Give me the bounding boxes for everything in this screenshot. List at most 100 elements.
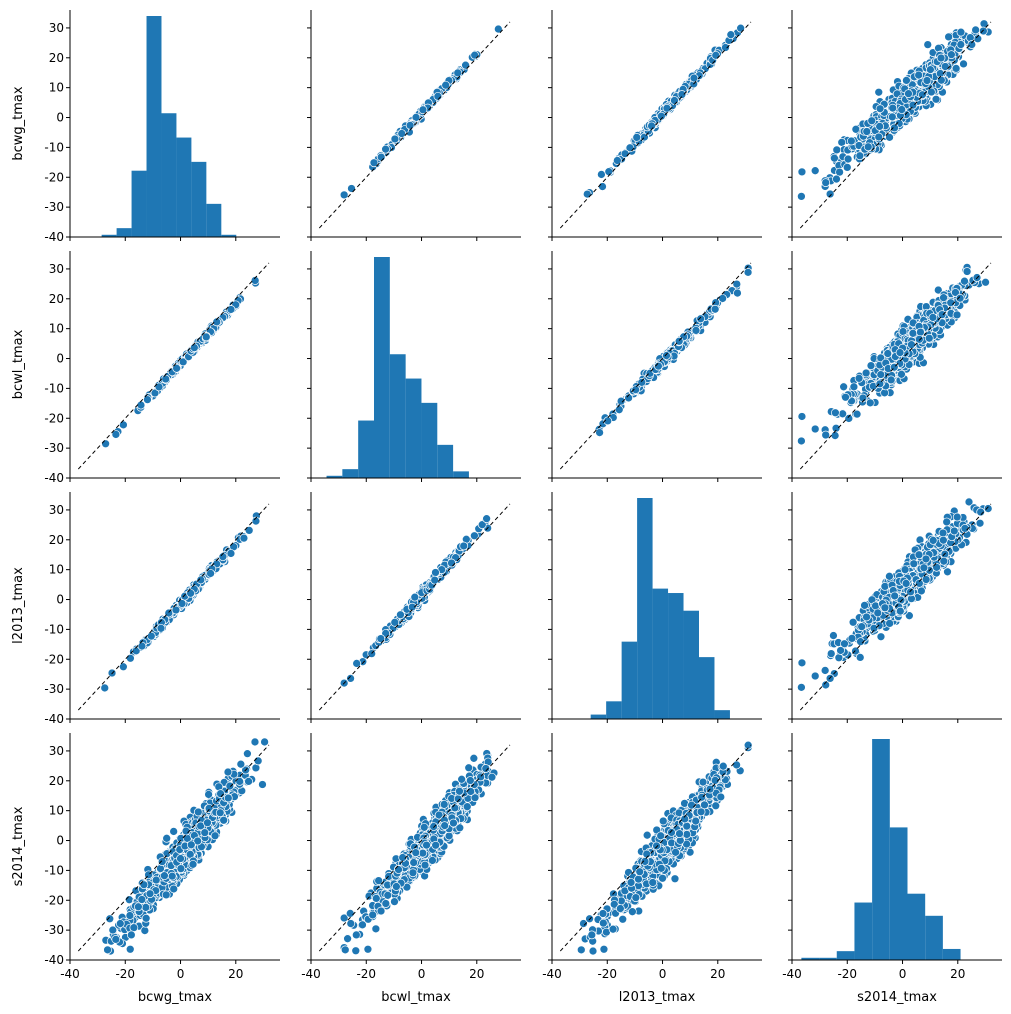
y-tick-label: 10 bbox=[49, 81, 64, 95]
identity-reference-line bbox=[799, 21, 992, 229]
scatter-point bbox=[936, 53, 946, 63]
scatter-point bbox=[810, 424, 820, 434]
scatter-point bbox=[136, 400, 146, 410]
scatter-point bbox=[942, 517, 952, 527]
scatter-point bbox=[938, 528, 948, 538]
scatter-point bbox=[916, 327, 925, 337]
histogram-bar bbox=[699, 657, 715, 719]
scatter-point bbox=[830, 431, 840, 440]
scatter-points bbox=[339, 514, 493, 688]
scatter-point bbox=[919, 563, 929, 573]
scatter-point bbox=[441, 80, 451, 90]
scatter-point bbox=[959, 59, 968, 69]
scatter-point bbox=[956, 40, 966, 49]
histogram-bar bbox=[637, 498, 653, 719]
scatter-points bbox=[797, 497, 993, 692]
scatter-point bbox=[396, 610, 405, 620]
scatter-point bbox=[119, 420, 128, 430]
scatter-point bbox=[944, 32, 953, 42]
y-tick-label: 30 bbox=[49, 262, 64, 276]
scatter-point bbox=[861, 368, 871, 378]
scatter-point bbox=[821, 178, 831, 187]
y-tick-label: -10 bbox=[44, 140, 64, 154]
scatter-point bbox=[405, 121, 415, 130]
scatter-point bbox=[975, 518, 985, 528]
histogram-bar bbox=[668, 593, 684, 719]
scatter-point bbox=[908, 100, 918, 110]
y-axis-label: bcwl_tmax bbox=[11, 329, 26, 399]
scatter-point bbox=[726, 30, 736, 40]
panel-bcwl_tmax-vs-l2013_tmax bbox=[548, 251, 762, 482]
scatter-point bbox=[710, 304, 720, 314]
scatter-point bbox=[949, 526, 959, 536]
scatter-point bbox=[631, 385, 641, 395]
scatter-point bbox=[390, 134, 400, 144]
histogram-bar bbox=[221, 234, 237, 237]
y-tick-label: -20 bbox=[44, 652, 64, 666]
histogram-bar bbox=[191, 161, 207, 237]
scatter-point bbox=[597, 170, 606, 179]
scatter-point bbox=[347, 184, 356, 193]
y-axis-label: bcwg_tmax bbox=[11, 86, 26, 161]
scatter-point bbox=[595, 428, 604, 437]
scatter-point bbox=[662, 351, 671, 360]
scatter-point bbox=[983, 504, 993, 513]
scatter-point bbox=[928, 536, 938, 545]
histogram-bar bbox=[405, 378, 422, 478]
scatter-point bbox=[613, 156, 622, 165]
scatter-point bbox=[956, 27, 966, 37]
scatter-point bbox=[900, 565, 910, 575]
scatter-point bbox=[921, 554, 931, 564]
scatter-point bbox=[632, 133, 642, 142]
histogram-bar bbox=[101, 234, 117, 237]
scatter-point bbox=[914, 70, 924, 80]
scatter-point bbox=[797, 658, 807, 668]
identity-reference-line bbox=[77, 262, 270, 470]
scatter-point bbox=[186, 588, 195, 598]
scatter-point bbox=[908, 328, 918, 338]
scatter-point bbox=[470, 50, 480, 60]
histogram-bar bbox=[176, 137, 192, 237]
scatter-point bbox=[904, 89, 913, 98]
scatter-point bbox=[820, 666, 830, 675]
histogram-bar bbox=[116, 228, 132, 237]
histogram-bar bbox=[437, 444, 454, 478]
y-tick-label: 20 bbox=[49, 51, 64, 65]
scatter-point bbox=[897, 105, 907, 114]
scatter-point bbox=[171, 605, 181, 615]
scatter-point bbox=[862, 612, 871, 622]
scatter-point bbox=[937, 310, 947, 319]
scatter-point bbox=[932, 563, 941, 572]
scatter-point bbox=[677, 90, 687, 99]
scatter-point bbox=[637, 377, 647, 387]
scatter-point bbox=[955, 293, 965, 303]
scatter-point bbox=[886, 375, 896, 385]
scatter-point bbox=[862, 127, 872, 136]
scatter-point bbox=[895, 348, 905, 357]
scatter-point bbox=[821, 430, 831, 440]
y-tick-label: 0 bbox=[56, 111, 64, 125]
scatter-point bbox=[940, 62, 950, 71]
scatter-point bbox=[923, 40, 933, 49]
scatter-point bbox=[431, 568, 440, 577]
scatter-point bbox=[604, 167, 614, 177]
scatter-point bbox=[902, 76, 911, 85]
histogram-bar bbox=[683, 610, 699, 719]
scatter-point bbox=[397, 129, 407, 138]
histogram-bar bbox=[206, 203, 222, 237]
histogram-bar bbox=[342, 469, 359, 478]
scatter-point bbox=[453, 68, 463, 78]
scatter-point bbox=[876, 370, 886, 379]
scatter-point bbox=[914, 334, 924, 344]
scatter-point bbox=[830, 153, 839, 163]
scatter-point bbox=[922, 76, 932, 85]
scatter-point bbox=[689, 73, 699, 83]
scatter-point bbox=[897, 369, 906, 379]
y-tick-label: 10 bbox=[49, 563, 64, 577]
scatter-point bbox=[842, 163, 852, 172]
y-tick-label: 20 bbox=[49, 292, 64, 306]
scatter-point bbox=[847, 634, 857, 643]
scatter-point bbox=[849, 382, 859, 392]
scatter-point bbox=[598, 182, 607, 191]
